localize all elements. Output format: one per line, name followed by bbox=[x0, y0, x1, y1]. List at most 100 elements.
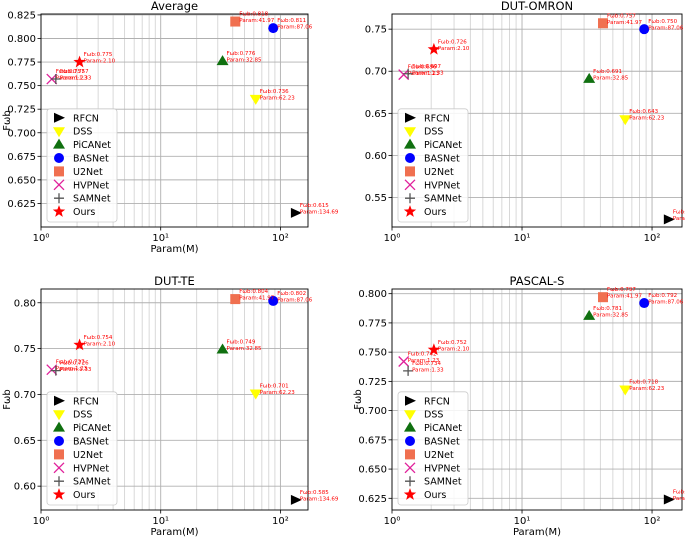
data-point-picanet bbox=[216, 343, 229, 354]
y-tick-label: 0.775 bbox=[358, 318, 387, 329]
point-label-value: Fωb:0.781 bbox=[593, 306, 622, 312]
data-point-u2net bbox=[598, 292, 609, 303]
point-label-value: Fωb:0.697 bbox=[412, 64, 441, 70]
legend-label: Ours bbox=[424, 207, 446, 218]
y-tick-label: 0.650 bbox=[7, 175, 36, 186]
x-tick-label: 10⁰ bbox=[33, 233, 50, 244]
legend-label: RFCN bbox=[424, 113, 450, 124]
legend-label: HVPNet bbox=[424, 463, 460, 474]
legend-marker-hvpnet bbox=[404, 462, 416, 474]
x-tick-label: 10¹ bbox=[152, 233, 169, 244]
legend-label: SAMNet bbox=[73, 194, 111, 205]
legend-box bbox=[46, 108, 118, 223]
legend-label: SAMNet bbox=[424, 194, 462, 205]
legend-marker-dss bbox=[404, 410, 416, 421]
x-tick-label: 10¹ bbox=[514, 516, 531, 527]
point-label-param: Param:32.85 bbox=[227, 346, 263, 352]
legend-label: U2Net bbox=[73, 450, 103, 461]
legend-label: RFCN bbox=[424, 396, 450, 407]
panel-average: 0.625 0.650 0.675 0.700 0.725 0.750 0.775 0.800… bbox=[2, 0, 339, 255]
point-label-param: Param:41.97 bbox=[239, 296, 275, 302]
data-point-ours bbox=[427, 42, 441, 55]
point-label-value: Fωb:0.615 bbox=[300, 203, 329, 209]
axes-frame bbox=[391, 288, 683, 511]
data-point-basnet bbox=[268, 23, 279, 34]
point-label-value: Fωb:0.757 bbox=[60, 69, 89, 75]
point-label-param: Param:62.23 bbox=[260, 390, 296, 396]
point-label-value: Fωb:0.701 bbox=[260, 384, 289, 390]
legend-marker-rfcn bbox=[54, 395, 65, 406]
point-label-param: Param:134.69 bbox=[673, 216, 685, 222]
x-tick-label: 10² bbox=[272, 516, 289, 527]
point-label-value: Fωb:0.752 bbox=[438, 340, 467, 346]
data-point-dss bbox=[249, 389, 262, 400]
data-point-picanet bbox=[216, 55, 229, 66]
x-axis-label: Param(M) bbox=[150, 527, 198, 537]
y-tick-label: 0.80 bbox=[14, 298, 36, 309]
y-tick-label: 0.800 bbox=[7, 34, 36, 45]
legend-label: BASNet bbox=[73, 154, 109, 165]
y-axis-label: Fωb bbox=[2, 389, 13, 409]
legend-marker-u2net bbox=[54, 166, 64, 177]
y-tick-label: 0.650 bbox=[358, 465, 387, 476]
legend-marker-basnet bbox=[405, 436, 415, 446]
legend-marker-picanet bbox=[53, 421, 65, 432]
point-label-value: Fωb:0.727 bbox=[56, 360, 85, 366]
data-point-picanet bbox=[583, 72, 596, 83]
point-label-value: Fωb:0.811 bbox=[277, 18, 306, 24]
point-label-param: Param:32.85 bbox=[227, 58, 263, 64]
point-label-param: Param:1.33 bbox=[60, 76, 92, 82]
data-point-rfcn bbox=[663, 214, 675, 225]
point-label-value: Fωb:0.691 bbox=[593, 69, 622, 75]
point-label-param: Param:1.23 bbox=[56, 76, 88, 82]
data-point-samnet bbox=[403, 365, 414, 376]
point-label-param: Param:1.33 bbox=[60, 367, 92, 373]
y-tick-label: 0.675 bbox=[7, 152, 36, 163]
point-label-value: Fωb:0.754 bbox=[84, 335, 113, 341]
legend-marker-rfcn bbox=[405, 395, 416, 406]
legend-marker-picanet bbox=[404, 138, 416, 149]
y-tick-label: 0.625 bbox=[7, 199, 36, 210]
y-tick-label: 0.65 bbox=[14, 436, 36, 447]
legend-label: Ours bbox=[73, 207, 95, 218]
data-point-ours bbox=[427, 343, 441, 356]
y-tick-label: 0.725 bbox=[358, 377, 387, 388]
data-point-samnet bbox=[403, 68, 414, 79]
legend-marker-u2net bbox=[405, 449, 415, 460]
data-point-hvpnet bbox=[398, 356, 410, 367]
x-axis-label: Param(M) bbox=[513, 527, 561, 537]
point-label-param: Param:1.23 bbox=[408, 71, 440, 77]
x-tick-label: 10¹ bbox=[152, 516, 169, 527]
legend-marker-u2net bbox=[405, 166, 415, 177]
legend-label: BASNet bbox=[424, 437, 460, 448]
legend-label: DSS bbox=[424, 410, 443, 421]
y-tick-label: 0.70 bbox=[14, 390, 36, 401]
legend-label: SAMNet bbox=[424, 477, 462, 488]
legend-label: U2Net bbox=[424, 167, 454, 178]
y-tick-label: 0.725 bbox=[7, 105, 36, 116]
point-label-param: Param:62.23 bbox=[629, 386, 665, 392]
legend-marker-ours bbox=[52, 488, 66, 500]
point-label-value: Fωb:0.757 bbox=[607, 13, 636, 19]
legend-label: Ours bbox=[73, 490, 95, 501]
legend-marker-u2net bbox=[54, 449, 64, 460]
point-label-value: Fωb:0.726 bbox=[60, 361, 89, 367]
legend-label: PiCANet bbox=[73, 423, 111, 434]
chart-title: DUT-TE bbox=[154, 274, 195, 288]
point-label-param: Param:2.10 bbox=[438, 46, 470, 52]
legend-marker-basnet bbox=[54, 436, 64, 446]
legend-label: SAMNet bbox=[73, 477, 111, 488]
data-point-basnet bbox=[639, 24, 650, 35]
data-point-ours bbox=[73, 55, 86, 68]
data-point-basnet bbox=[639, 298, 650, 309]
y-tick-label: 0.75 bbox=[14, 344, 36, 355]
legend-label: HVPNet bbox=[73, 463, 109, 474]
point-label-param: Param:134.69 bbox=[300, 209, 339, 215]
point-label-param: Param:32.85 bbox=[593, 75, 629, 81]
panel-dut-omron: 0.55 0.60 0.65 0.70 0.75 10⁰ 10¹ 10² DUT-OMRON Fω… bbox=[365, 0, 685, 244]
legend-marker-samnet bbox=[54, 193, 64, 204]
x-tick-label: 10⁰ bbox=[384, 233, 401, 244]
point-label-value: Fωb:0.643 bbox=[629, 109, 658, 115]
legend-label: DSS bbox=[73, 127, 92, 138]
legend-marker-ours bbox=[52, 205, 66, 217]
